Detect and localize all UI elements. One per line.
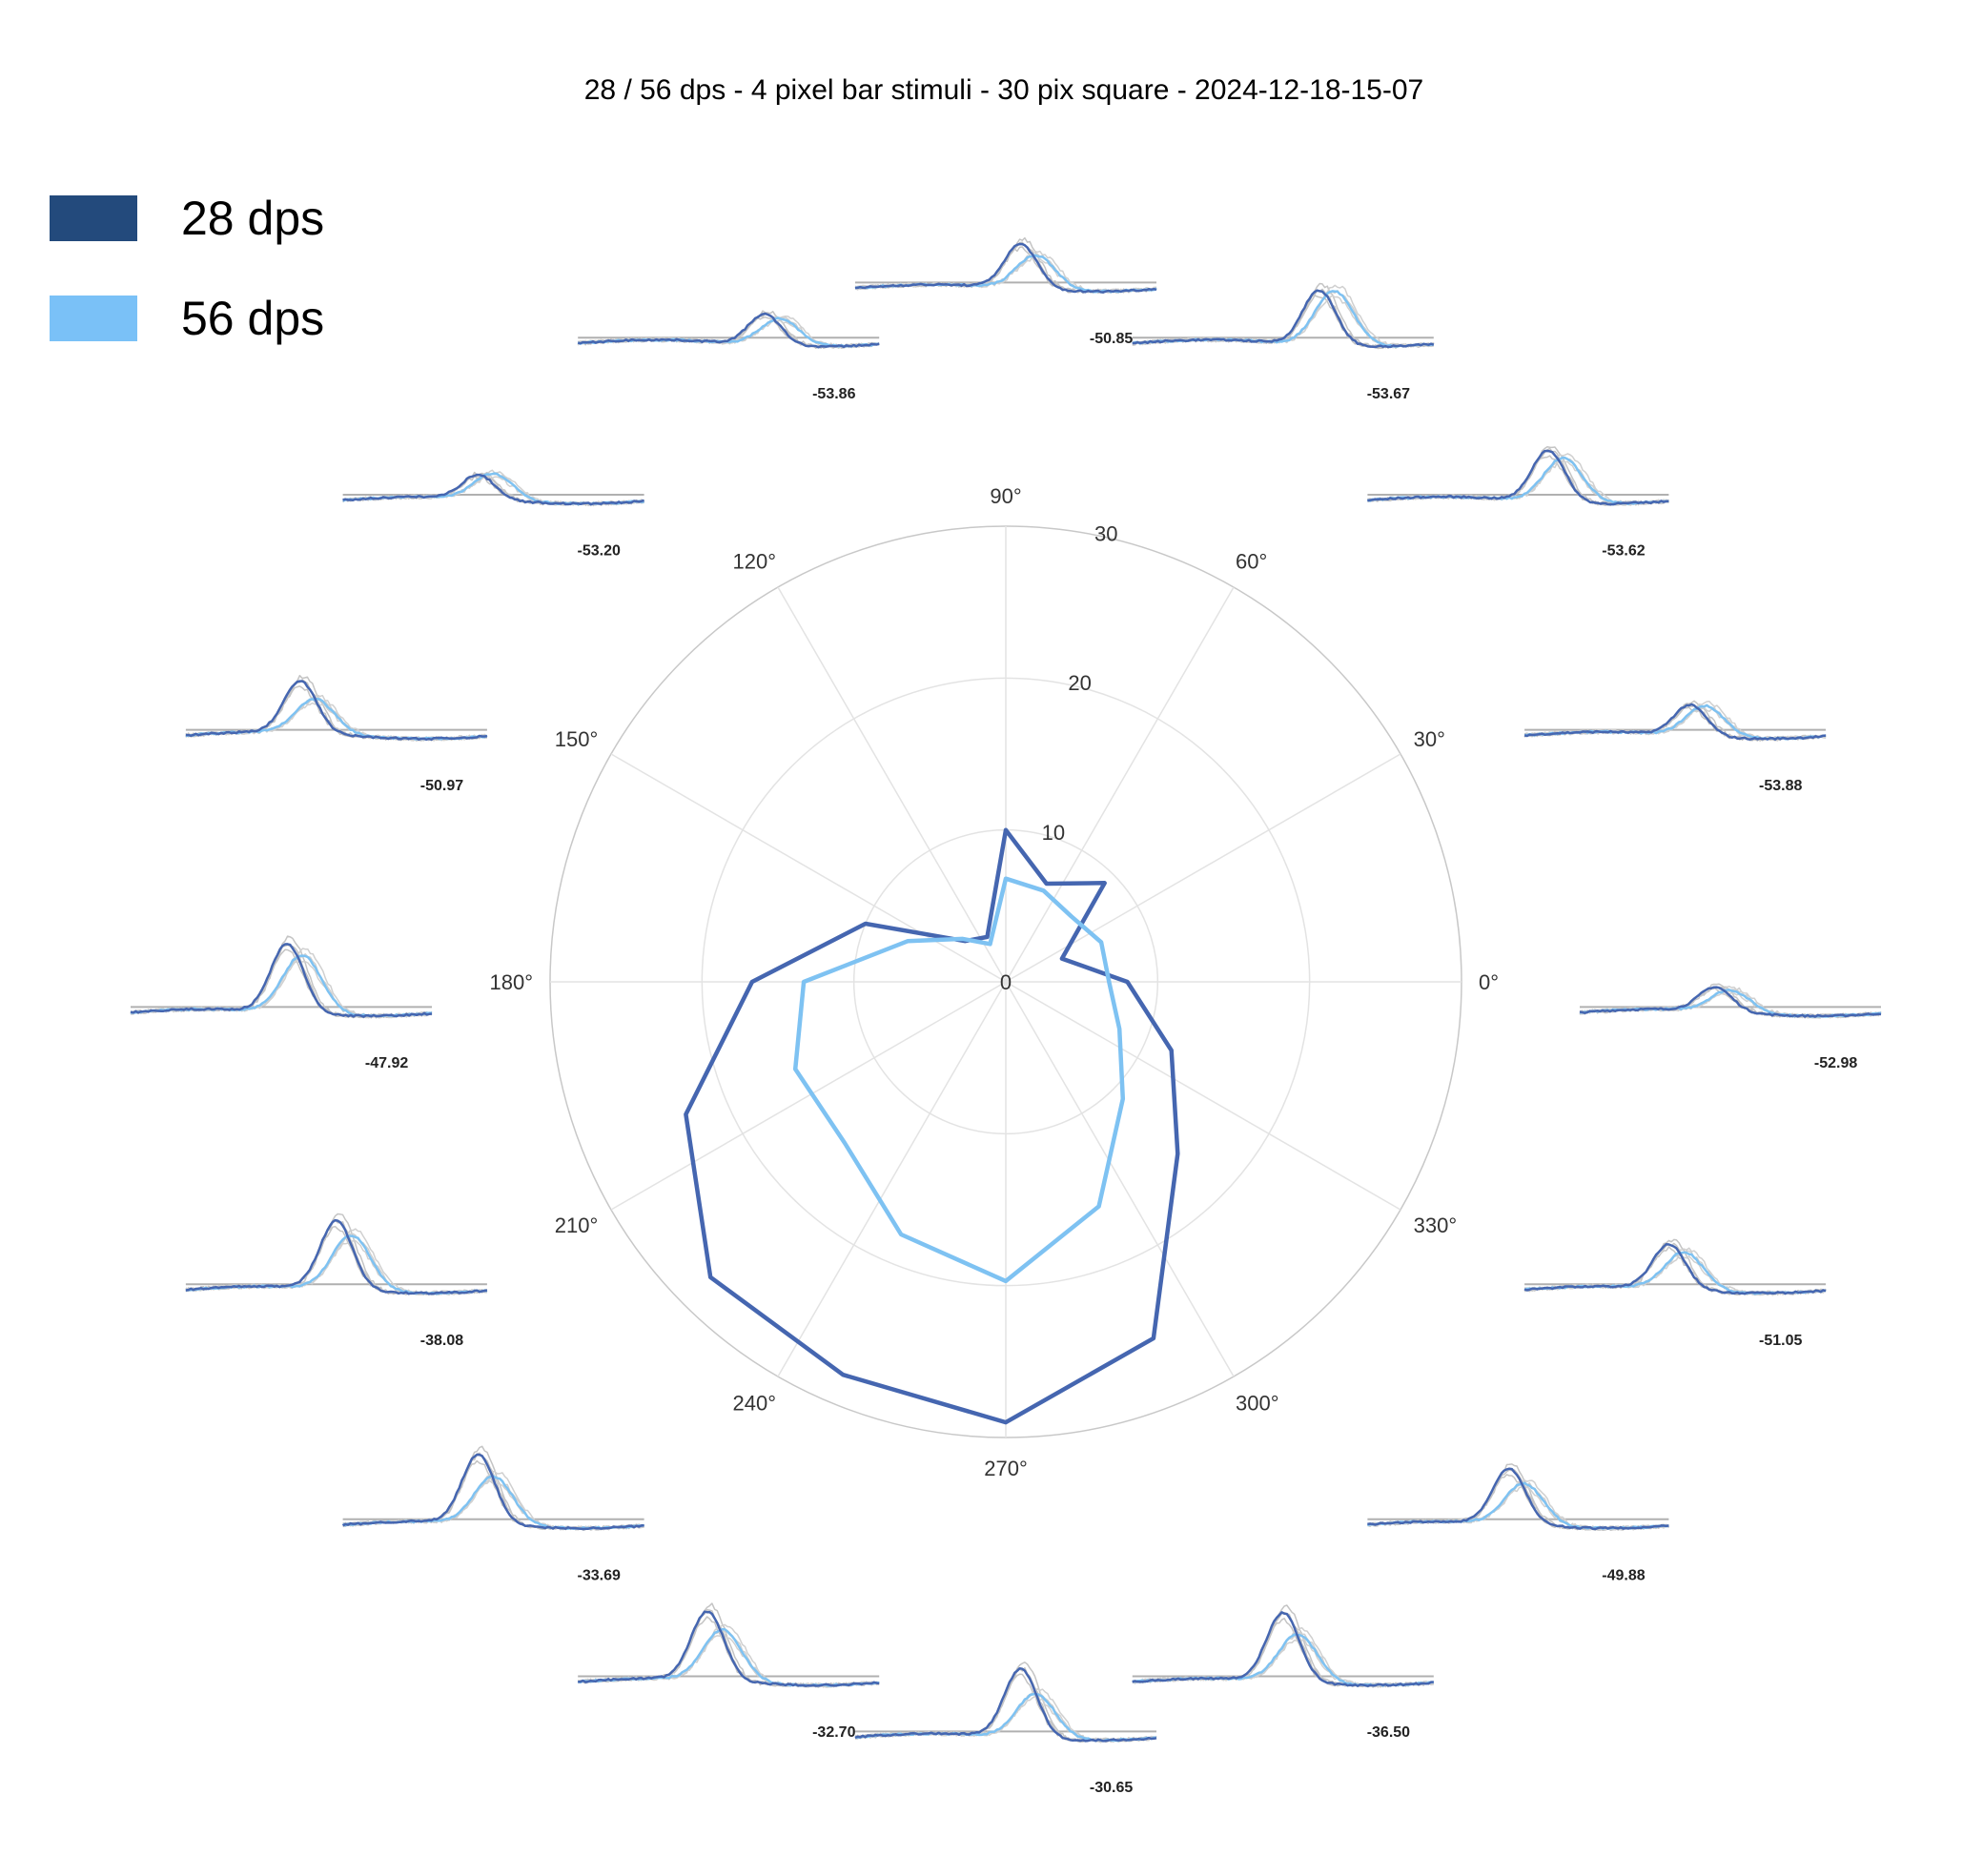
trace-value-label: -53.67: [1367, 386, 1410, 402]
trace-mean-28dps: [1367, 449, 1669, 506]
legend-swatch-1: [50, 296, 137, 341]
radial-tick-label: 20: [1068, 671, 1091, 695]
trace-inset: -53.62: [1366, 446, 1669, 560]
trace-trial-56: [185, 1233, 488, 1295]
trace-inset: -53.88: [1523, 700, 1827, 794]
trace-trial-56: [342, 473, 645, 506]
polar-series: [684, 827, 1180, 1425]
angular-tick-label: 0°: [1479, 970, 1499, 994]
angular-gridline: [1005, 981, 1401, 1211]
trace-inset: -49.88: [1366, 1463, 1669, 1583]
angular-tick-label: 90°: [990, 484, 1021, 508]
polar-plot: 0° 30° 60° 90° 120° 150° 180° 210° 240° 270° 300° 3…: [489, 484, 1499, 1480]
angular-tick-label: 120°: [732, 549, 776, 573]
trace-trial-28: [854, 1662, 1157, 1743]
trace-trial-56: [1523, 1250, 1827, 1295]
trace-value-label: -50.97: [420, 778, 463, 794]
radial-tick-label: 10: [1042, 821, 1065, 845]
angular-tick-label: 30°: [1414, 727, 1445, 751]
trace-inset: -53.67: [1132, 282, 1435, 402]
trace-value-label: -50.85: [1090, 331, 1133, 347]
trace-mean-28dps: [185, 1218, 488, 1295]
series-line-56dps: [792, 876, 1126, 1284]
trace-value-label: -38.08: [420, 1333, 463, 1349]
trace-mean-28dps: [1523, 703, 1827, 741]
trace-inset: -38.08: [185, 1213, 488, 1349]
trace-mean-28dps: [185, 680, 488, 742]
trace-value-label: -53.20: [578, 543, 621, 560]
legend-label-0: 28 dps: [181, 192, 324, 245]
trace-mean-28dps: [578, 312, 880, 349]
angular-tick-label: 180°: [489, 970, 533, 994]
trace-value-label: -51.05: [1759, 1333, 1802, 1349]
trace-value-label: -53.86: [812, 386, 855, 402]
angular-tick-label: 300°: [1236, 1392, 1279, 1416]
trace-inset: -50.97: [185, 674, 488, 794]
trace-trial-56: [578, 315, 880, 349]
angular-gridline: [1005, 981, 1235, 1377]
trace-value-label: -32.70: [812, 1724, 855, 1741]
trace-trial-56: [342, 469, 644, 506]
trace-inset: -50.85: [854, 236, 1157, 347]
trace-trial-28: [1579, 987, 1882, 1019]
radial-tick-label: 0: [1000, 970, 1012, 994]
trace-mean-28dps: [342, 473, 644, 506]
trace-mean-28dps: [1132, 289, 1435, 349]
series-line-28dps: [684, 827, 1180, 1425]
trace-mean-28dps: [341, 1453, 644, 1531]
trace-mean-56dps: [1523, 704, 1827, 741]
radial-tick-label: 30: [1094, 521, 1117, 545]
trace-mean-28dps: [854, 1666, 1157, 1743]
trace-value-label: -53.62: [1602, 543, 1645, 560]
trace-inset: -32.70: [577, 1602, 880, 1741]
angular-gridline: [1005, 586, 1235, 983]
trace-mean-28dps: [1132, 1611, 1434, 1687]
trace-value-label: -49.88: [1602, 1567, 1645, 1583]
angular-gridline: [777, 586, 1007, 983]
angular-tick-label: 240°: [732, 1392, 776, 1416]
trace-inset: -36.50: [1132, 1604, 1435, 1741]
trace-inset: -47.92: [130, 935, 433, 1071]
trace-inset: -33.69: [341, 1445, 645, 1583]
trace-value-label: -53.88: [1759, 778, 1802, 794]
polar-grid: [549, 525, 1462, 1438]
legend: 28 dps 56 dps: [50, 192, 324, 345]
trace-mean-28dps: [130, 943, 433, 1018]
trace-value-label: -52.98: [1814, 1055, 1857, 1071]
angular-gridline: [610, 981, 1007, 1211]
trace-trial-28: [1523, 704, 1827, 742]
angular-tick-label: 150°: [555, 727, 599, 751]
angular-gridline: [610, 753, 1007, 983]
polar-axis-labels: 0° 30° 60° 90° 120° 150° 180° 210° 240° 270° 300° 3…: [489, 484, 1499, 1480]
angular-tick-label: 330°: [1414, 1213, 1458, 1237]
trace-inset: -30.65: [854, 1662, 1157, 1796]
trace-value-label: -30.65: [1090, 1780, 1133, 1796]
trace-inset: -51.05: [1523, 1238, 1827, 1349]
angular-tick-label: 210°: [555, 1213, 599, 1237]
trace-mean-28dps: [578, 1610, 880, 1687]
trace-inset: -52.98: [1579, 983, 1882, 1071]
angular-tick-label: 60°: [1236, 549, 1267, 573]
trace-mean-28dps: [1367, 1467, 1669, 1531]
trace-trial-28: [342, 1445, 645, 1531]
legend-label-1: 56 dps: [181, 292, 324, 345]
trace-value-label: -36.50: [1367, 1724, 1410, 1741]
angular-gridline: [1005, 753, 1401, 983]
trace-value-label: -33.69: [578, 1567, 621, 1583]
trace-trial-28: [577, 1602, 880, 1688]
legend-swatch-0: [50, 195, 137, 241]
trace-value-label: -47.92: [365, 1055, 408, 1071]
trace-inset: -53.20: [342, 469, 645, 560]
trace-mean-28dps: [1523, 1242, 1827, 1295]
trace-insets: -52.98 -53.88 -53.62 -53.67 -50.85 -53.86 -53.…: [130, 236, 1882, 1796]
trace-mean-28dps: [1579, 986, 1882, 1018]
chart-title: 28 / 56 dps - 4 pixel bar stimuli - 30 p…: [584, 74, 1423, 106]
angular-gridline: [777, 981, 1007, 1377]
angular-tick-label: 270°: [984, 1457, 1028, 1480]
trace-mean-28dps: [854, 242, 1157, 294]
trace-inset: -53.86: [577, 310, 880, 402]
